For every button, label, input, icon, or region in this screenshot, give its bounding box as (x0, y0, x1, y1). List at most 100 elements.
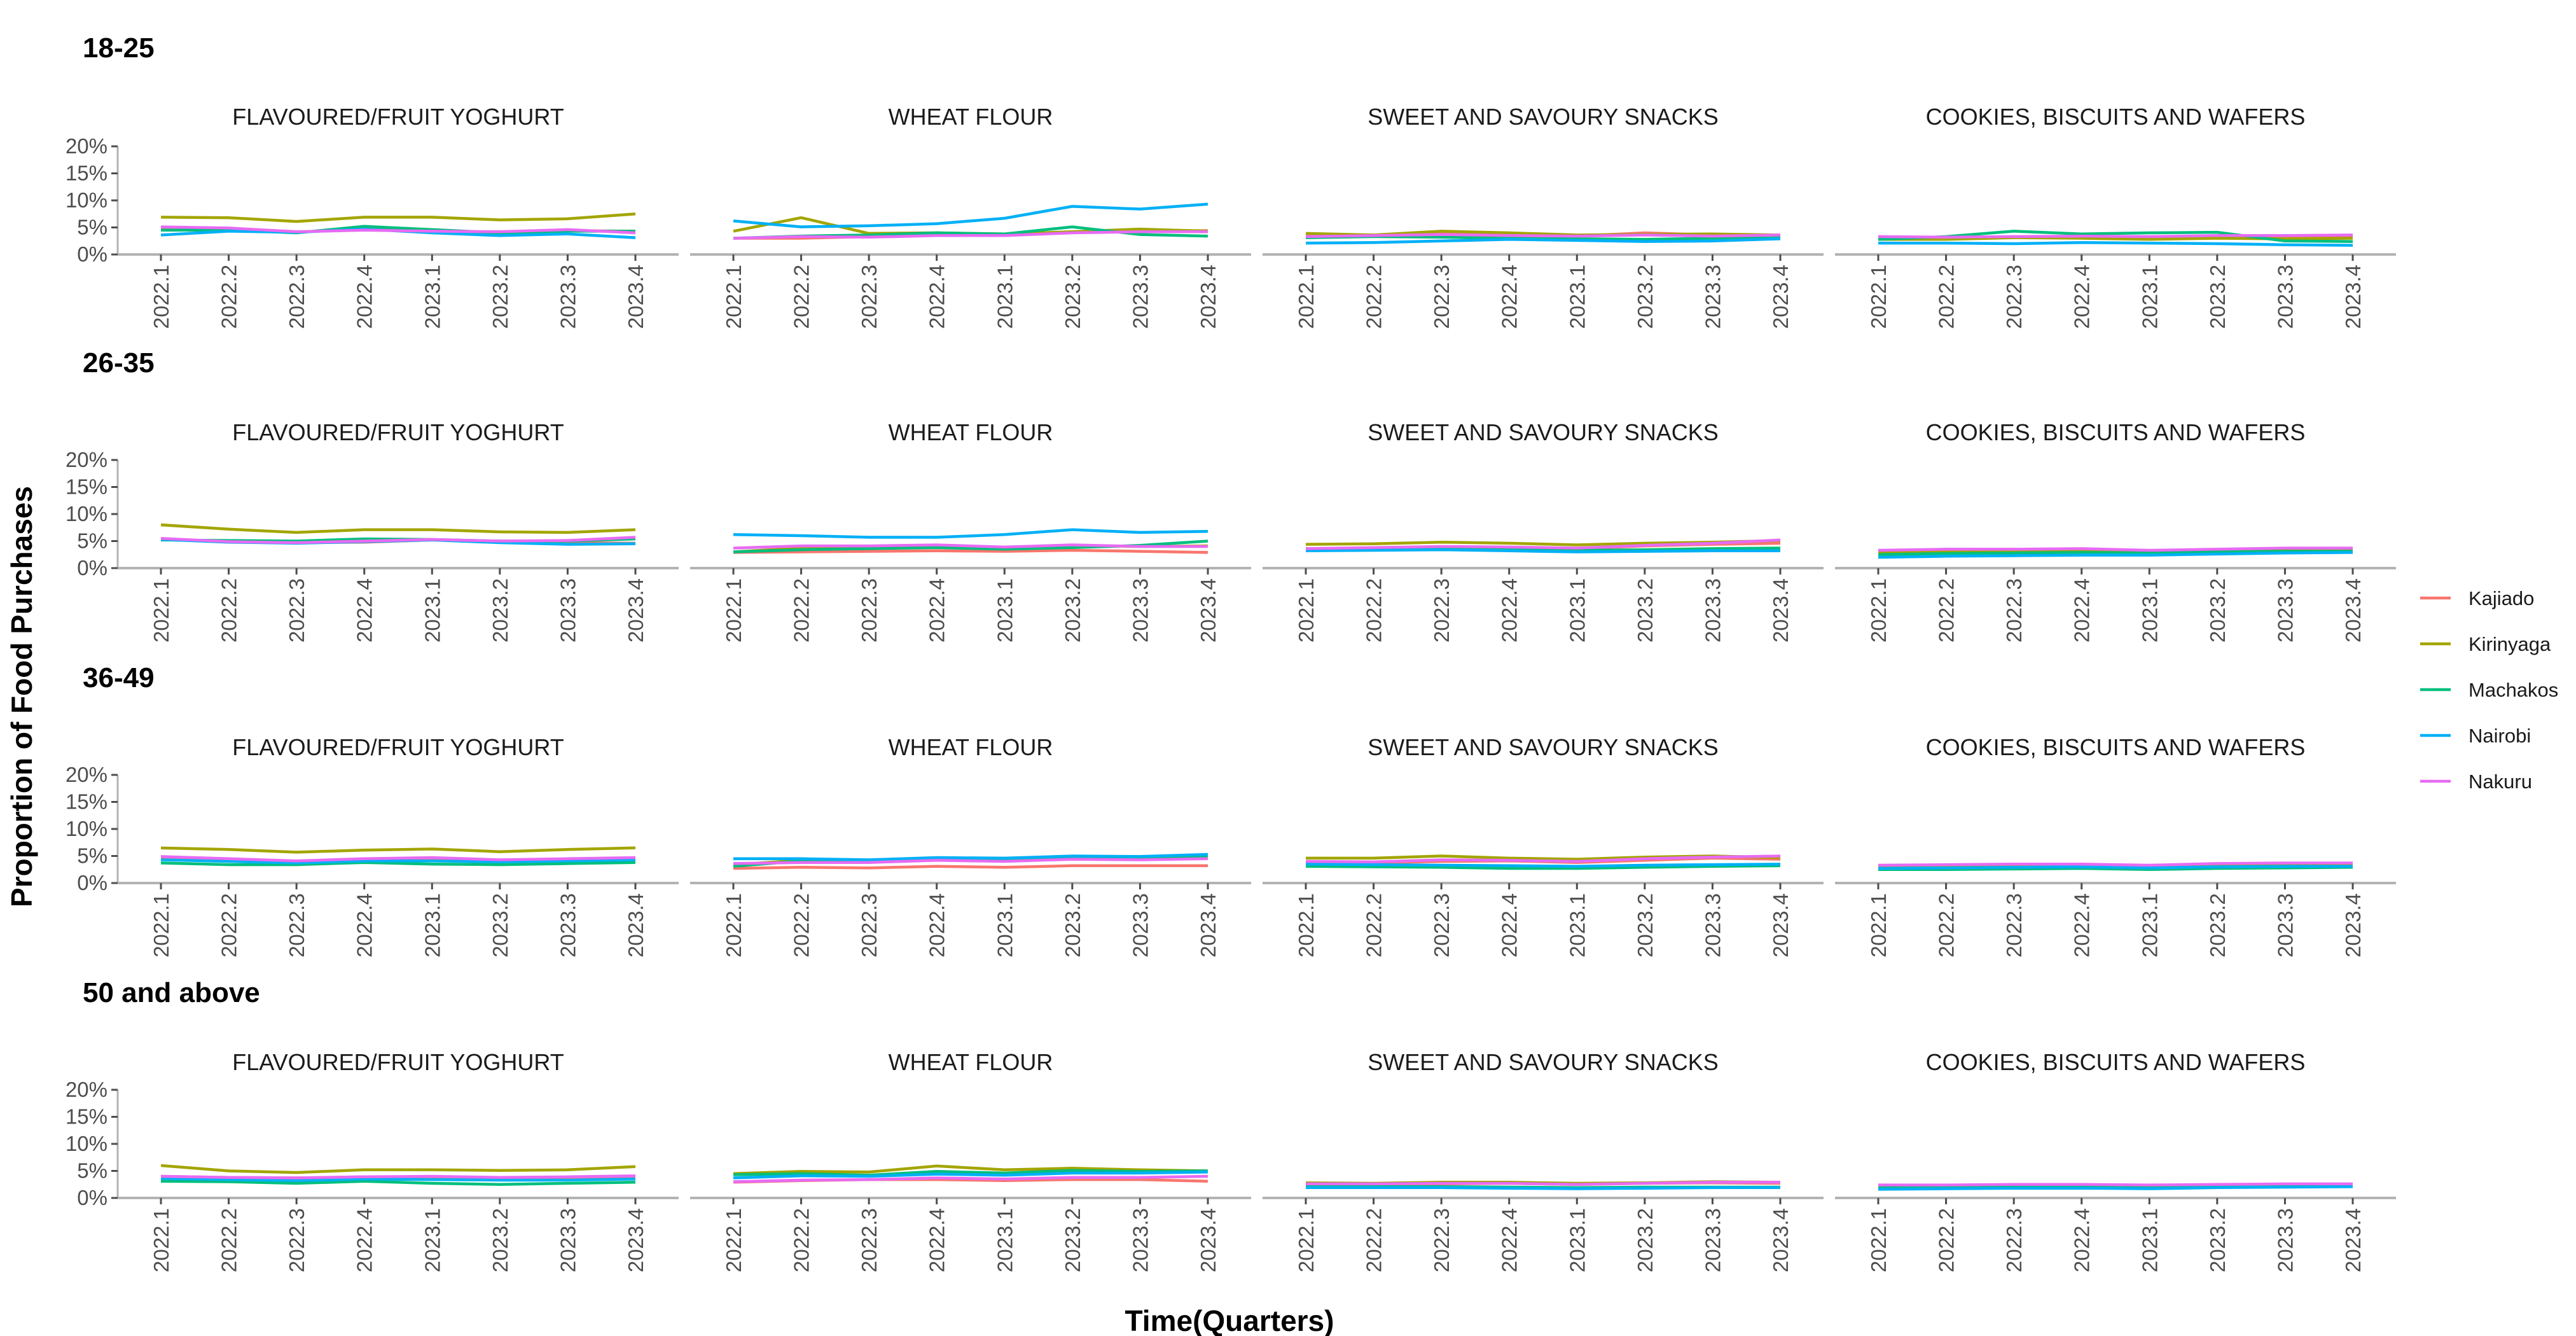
x-tick-label: 2023.1 (420, 1208, 444, 1272)
y-tick-label: 15% (66, 475, 107, 499)
series-line-nakuru (1306, 1181, 1780, 1186)
series-line-nairobi (1878, 551, 2353, 559)
y-tick-label: 0% (77, 871, 107, 894)
x-tick-label: 2022.3 (1430, 578, 1453, 643)
x-tick-label: 2023.4 (1196, 1208, 1220, 1272)
facet-row-18-25: 18-25 FLAVOURED/FRUIT YOGHURT 0% 5% 10% 15% 20… (66, 32, 2396, 329)
x-tick-label: 2022.3 (857, 265, 881, 329)
x-tick-label: 2022.3 (857, 1208, 881, 1272)
y-tick-label: 5% (77, 529, 107, 553)
legend-label: Nakuru (2469, 770, 2532, 793)
legend-label: Kirinyaga (2469, 633, 2551, 655)
series-line-nairobi (160, 1177, 636, 1183)
x-tick-label: 2023.4 (624, 1208, 647, 1272)
x-tick-label: 2022.1 (1867, 578, 1890, 643)
x-tick-label: 2023.4 (1196, 265, 1220, 329)
legend-item-nairobi: Nairobi (2420, 725, 2531, 747)
x-tick-label: 2022.1 (722, 893, 745, 957)
row-title: 50 and above (83, 977, 260, 1008)
series-line-nakuru (160, 855, 636, 863)
x-tick-label: 2023.2 (1633, 265, 1657, 329)
x-tick-label: 2022.1 (1867, 893, 1890, 957)
series-line-nairobi (1305, 863, 1781, 868)
x-tick-label: 2023.1 (2138, 265, 2161, 329)
series-line-kirinyaga (160, 212, 636, 223)
x-tick-label: 2022.3 (1430, 1208, 1453, 1272)
x-tick-label: 2022.3 (1430, 265, 1453, 329)
x-tick-label: 2022.3 (857, 578, 881, 643)
x-tick-label: 2022.2 (218, 1208, 241, 1272)
y-tick-label: 10% (66, 188, 107, 212)
x-tick-label: 2023.4 (624, 578, 647, 643)
x-tick-label: 2022.4 (1498, 578, 1521, 643)
y-tick-label: 10% (66, 817, 107, 840)
row-title: 36-49 (83, 662, 155, 693)
x-tick-label: 2022.3 (285, 1208, 308, 1272)
x-tick-label: 2022.4 (925, 578, 949, 643)
x-tick-label: 2022.2 (1935, 578, 1958, 643)
legend-label: Nairobi (2469, 725, 2531, 747)
series-line-nairobi (733, 202, 1208, 228)
series-line-machakos (1305, 864, 1781, 870)
x-tick-label: 2022.1 (1867, 265, 1890, 329)
y-tick-label: 5% (77, 844, 107, 868)
x-tick-label: 2022.2 (1935, 265, 1958, 329)
panel-flavoured-fruit-yoghurt: FLAVOURED/FRUIT YOGHURT 0% 5% 10% 15% 20% 2022… (66, 104, 679, 329)
y-tick-label: 0% (77, 1186, 107, 1209)
x-tick-label: 2023.3 (2273, 265, 2297, 329)
x-tick-label: 2023.1 (993, 578, 1016, 643)
x-tick-label: 2022.2 (1362, 265, 1386, 329)
x-tick-label: 2022.4 (353, 1208, 377, 1272)
x-tick-label: 2023.2 (1633, 1208, 1657, 1272)
x-tick-label: 2022.4 (1498, 1208, 1521, 1272)
x-tick-label: 2023.4 (2341, 578, 2365, 643)
legend-label: Machakos (2469, 679, 2558, 701)
panel-title: SWEET AND SAVOURY SNACKS (1368, 1049, 1719, 1075)
x-tick-label: 2023.1 (993, 893, 1016, 957)
panel-flavoured-fruit-yoghurt: FLAVOURED/FRUIT YOGHURT 0% 5% 10% 15% 20% 2022… (66, 419, 679, 643)
x-tick-label: 2023.3 (2273, 1208, 2297, 1272)
x-tick-label: 2023.1 (1565, 1208, 1589, 1272)
series-line-nakuru (160, 536, 636, 545)
x-tick-label: 2022.4 (2070, 265, 2094, 329)
x-tick-label: 2023.2 (1061, 893, 1084, 957)
x-tick-label: 2022.1 (149, 893, 173, 957)
x-tick-label: 2023.4 (2341, 1208, 2365, 1272)
panel-sweet-and-savoury-snacks: SWEET AND SAVOURY SNACKS 2022.1 2022.2 2022… (1263, 104, 1824, 329)
series-line-nairobi (733, 1170, 1208, 1179)
row-title: 26-35 (83, 347, 155, 379)
series-line-nairobi (1878, 865, 2353, 870)
y-tick-label: 5% (77, 1159, 107, 1183)
facet-row-50-and-above: 50 and above FLAVOURED/FRUIT YOGHURT 0% 5% 1… (66, 977, 2396, 1272)
x-tick-label: 2023.2 (1061, 265, 1084, 329)
x-tick-label: 2022.4 (925, 265, 949, 329)
x-tick-label: 2023.1 (993, 265, 1016, 329)
panel-title: SWEET AND SAVOURY SNACKS (1368, 734, 1719, 760)
x-tick-label: 2022.2 (790, 893, 814, 957)
x-tick-label: 2023.4 (1769, 1208, 1792, 1272)
x-tick-label: 2023.4 (1769, 578, 1792, 643)
panel-title: SWEET AND SAVOURY SNACKS (1368, 104, 1719, 130)
x-tick-label: 2023.3 (1701, 265, 1724, 329)
x-tick-label: 2023.2 (488, 265, 512, 329)
x-tick-label: 2023.4 (2341, 893, 2365, 957)
x-tick-label: 2022.1 (1294, 893, 1318, 957)
x-tick-label: 2023.2 (2206, 893, 2229, 957)
x-tick-label: 2023.3 (556, 265, 579, 329)
series-line-nairobi (160, 858, 636, 865)
x-tick-label: 2022.2 (1362, 578, 1386, 643)
x-tick-label: 2023.1 (2138, 893, 2161, 957)
x-tick-label: 2022.2 (1362, 893, 1386, 957)
x-tick-label: 2022.2 (790, 265, 814, 329)
x-tick-label: 2023.1 (1565, 578, 1589, 643)
x-tick-label: 2023.2 (488, 1208, 512, 1272)
x-tick-label: 2022.1 (722, 265, 745, 329)
series-line-nakuru (1878, 1182, 2353, 1186)
series-line-nakuru (1305, 538, 1781, 550)
series-line-nakuru (1878, 861, 2353, 867)
series-line-kirinyaga (160, 846, 636, 854)
x-tick-label: 2022.2 (218, 578, 241, 643)
legend-item-kirinyaga: Kirinyaga (2420, 633, 2551, 655)
y-tick-label: 15% (66, 790, 107, 814)
